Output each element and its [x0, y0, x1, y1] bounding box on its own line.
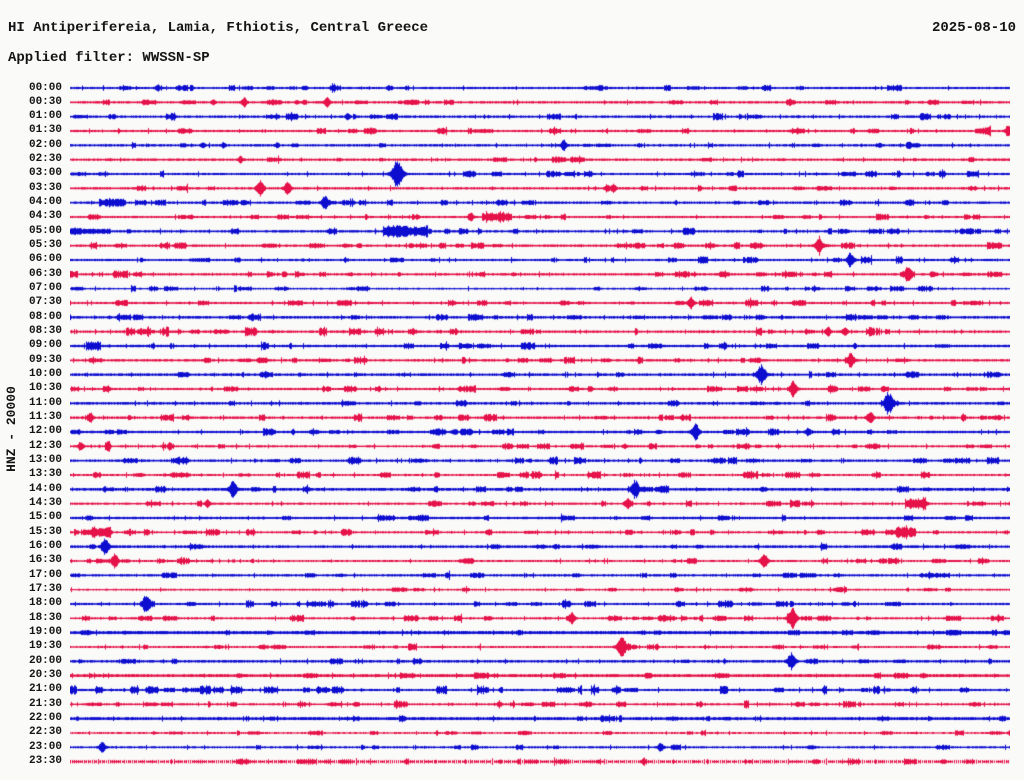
- trace-row-label: 15:30: [28, 525, 62, 538]
- trace-row-label: 21:30: [28, 697, 62, 710]
- date-label: 2025-08-10: [931, 20, 1016, 36]
- trace-row-label: 20:00: [28, 654, 62, 667]
- trace-row-label: 03:30: [28, 181, 62, 194]
- trace-row-label: 19:00: [28, 626, 62, 639]
- page-title: HI Antiperifereia, Lamia, Fthiotis, Cent…: [8, 20, 429, 36]
- trace-row-label: 11:30: [28, 411, 62, 424]
- trace-row-label: 17:30: [28, 583, 62, 596]
- trace-row-label: 13:00: [28, 454, 62, 467]
- trace-row-label: 21:00: [28, 683, 62, 696]
- trace-row-label: 13:30: [28, 468, 62, 481]
- trace-row-label: 05:00: [28, 224, 62, 237]
- trace-row-label: 00:30: [28, 95, 62, 108]
- trace-row-label: 11:00: [28, 396, 62, 409]
- trace-row-label: 03:00: [28, 167, 62, 180]
- trace-row-label: 07:30: [28, 296, 62, 309]
- trace-row-label: 09:00: [28, 339, 62, 352]
- trace-row-label: 04:00: [28, 196, 62, 209]
- trace-row-label: 10:30: [28, 382, 62, 395]
- trace-row-label: 22:30: [28, 726, 62, 739]
- trace-row-label: 14:00: [28, 482, 62, 495]
- trace-row-label: 16:00: [28, 540, 62, 553]
- trace-row-label: 02:00: [28, 138, 62, 151]
- trace-row-label: 12:00: [28, 425, 62, 438]
- trace-row-label: 18:30: [28, 611, 62, 624]
- trace-row-label: 08:30: [28, 325, 62, 338]
- trace-row-label: 12:30: [28, 439, 62, 452]
- trace-row-label: 06:00: [28, 253, 62, 266]
- applied-filter-label: Applied filter: WWSSN-SP: [8, 50, 210, 66]
- trace-row-label: 10:00: [28, 368, 62, 381]
- trace-row-label: 22:00: [28, 712, 62, 725]
- trace-row-label: 01:00: [28, 110, 62, 123]
- trace-row-label: 04:30: [28, 210, 62, 223]
- trace-row-label: 18:00: [28, 597, 62, 610]
- trace-row-label: 05:30: [28, 239, 62, 252]
- trace-row-label: 15:00: [28, 511, 62, 524]
- trace-row-label: 14:30: [28, 497, 62, 510]
- trace-row-label: 23:00: [28, 740, 62, 753]
- seismogram-trace-canvas: [70, 80, 1010, 780]
- trace-row-label: 06:30: [28, 267, 62, 280]
- trace-row-label: 00:00: [28, 81, 62, 94]
- trace-row-label: 09:30: [28, 353, 62, 366]
- trace-row-label: 19:30: [28, 640, 62, 653]
- trace-row-label: 07:00: [28, 282, 62, 295]
- trace-row-label: 08:00: [28, 310, 62, 323]
- trace-row-label: 20:30: [28, 669, 62, 682]
- trace-row-label: 17:00: [28, 568, 62, 581]
- trace-row-label: 16:30: [28, 554, 62, 567]
- trace-row-label: 01:30: [28, 124, 62, 137]
- trace-row-label: 02:30: [28, 153, 62, 166]
- trace-row-label: 23:30: [28, 755, 62, 768]
